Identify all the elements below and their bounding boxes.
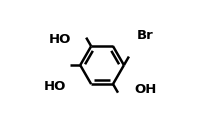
Text: OH: OH xyxy=(134,83,156,96)
Text: HO: HO xyxy=(48,33,70,46)
Text: Br: Br xyxy=(136,29,152,42)
Text: HO: HO xyxy=(44,80,66,93)
